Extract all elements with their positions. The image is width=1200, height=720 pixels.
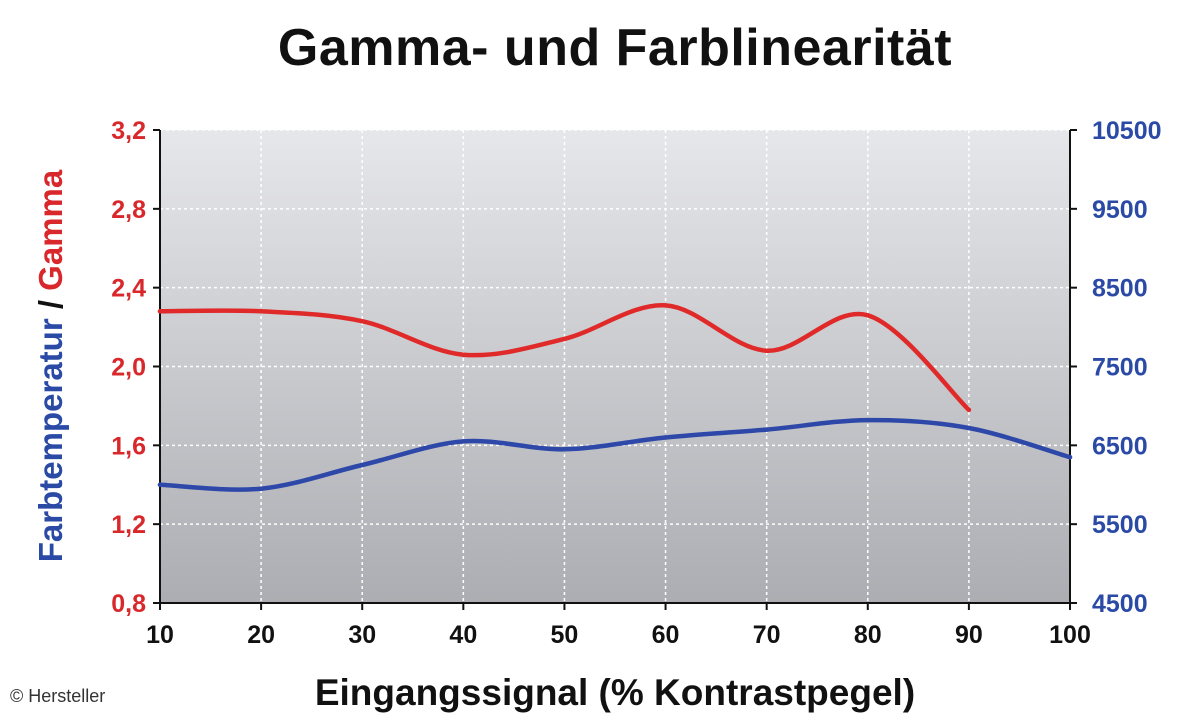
y-left-tick-label: 1,6 <box>111 432 146 460</box>
data-point <box>258 309 264 314</box>
data-point <box>360 318 365 324</box>
data-point <box>1067 454 1073 460</box>
data-point <box>663 435 668 440</box>
data-point <box>865 417 870 423</box>
y-left-tick-label: 2,4 <box>111 275 146 303</box>
series-lines <box>157 303 1073 492</box>
y-left-tick-label: 2,8 <box>111 196 146 224</box>
data-point <box>360 462 365 468</box>
x-tick-label: 90 <box>955 621 983 649</box>
y-left-tick-label: 0,8 <box>111 590 146 618</box>
x-tick-label: 60 <box>652 621 680 649</box>
y-right-tick-label: 9500 <box>1092 196 1148 224</box>
y-right-tick-label: 8500 <box>1092 275 1148 303</box>
data-point <box>764 427 769 432</box>
y-right-tick-label: 5500 <box>1092 511 1148 539</box>
data-point <box>966 425 972 431</box>
data-point <box>258 486 264 491</box>
plot-area <box>160 130 1070 603</box>
y-axis-title-part1: Farbtemperatur <box>32 318 69 562</box>
y-axis-title-separator: / <box>32 291 69 319</box>
x-tick-label: 20 <box>247 621 275 649</box>
data-point <box>461 352 466 357</box>
y-left-tick-label: 2,0 <box>111 354 146 382</box>
x-tick-label: 30 <box>348 621 376 649</box>
chart-title: Gamma- und Farblinearität <box>277 19 953 77</box>
y-left-tick-label: 3,2 <box>111 117 146 145</box>
x-tick-label: 80 <box>854 621 882 649</box>
y-right-tick-label: 6500 <box>1092 432 1148 460</box>
data-point <box>663 303 668 308</box>
tick-labels: 0,8 1,2 1,6 2,0 2,4 2,8 3,2 4500 5500 6500 7500 850… <box>111 117 1161 649</box>
y-right-tick-label: 7500 <box>1092 354 1148 382</box>
y-axis-title-left: Farbtemperatur / Gamma <box>32 169 69 562</box>
series-line-farbtemperatur <box>157 417 1073 492</box>
y-right-tick-label: 10500 <box>1092 117 1162 145</box>
x-tick-label: 70 <box>753 621 781 649</box>
y-axis-title-part2: Gamma <box>32 169 69 291</box>
x-tick-label: 50 <box>551 621 579 649</box>
copyright-credit: © Hersteller <box>10 686 106 706</box>
data-point <box>865 313 870 318</box>
axes <box>153 129 1077 610</box>
y-left-tick-label: 1,2 <box>111 511 146 539</box>
y-right-tick-label: 4500 <box>1092 590 1148 618</box>
data-point <box>562 336 567 342</box>
x-axis-title: Eingangssignal (% Kontrastpegel) <box>314 672 916 713</box>
data-point <box>966 407 972 413</box>
data-point <box>562 447 567 452</box>
data-point <box>157 482 163 487</box>
x-tick-label: 100 <box>1049 621 1091 649</box>
x-tick-label: 10 <box>146 621 174 649</box>
x-tick-label: 40 <box>449 621 477 649</box>
grid-lines <box>160 129 1071 603</box>
data-point <box>461 439 466 444</box>
data-point <box>157 309 163 314</box>
series-line-gamma <box>157 303 972 413</box>
data-point <box>764 348 769 353</box>
